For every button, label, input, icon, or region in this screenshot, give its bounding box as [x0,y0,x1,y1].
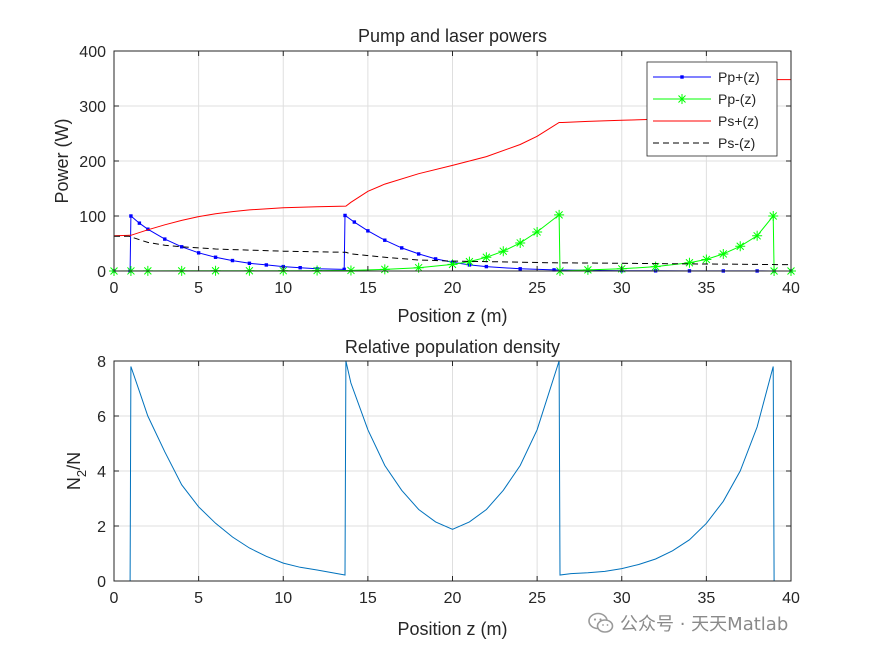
legend-marker-0 [680,75,684,79]
x-tick-label: 0 [110,590,119,607]
y-tick-label: 200 [79,154,106,171]
ylabel-tail: /N [64,452,84,470]
series-marker-0 [552,268,556,272]
x-tick-label: 20 [444,590,462,607]
series-marker-1 [735,241,746,252]
y-tick-label: 6 [97,409,106,426]
legend-box [646,61,778,157]
x-tick-label: 25 [528,590,546,607]
series-marker-0 [484,264,489,269]
series-marker-0 [146,227,150,231]
series-marker-1 [752,230,763,241]
x-tick-label: 35 [697,280,715,297]
y-tick-label: 300 [79,99,106,116]
y-tick-label: 2 [97,519,106,536]
x-tick-label: 40 [782,590,800,607]
y-tick-label: 400 [79,44,106,61]
series-marker-1 [768,211,779,221]
x-tick-label: 30 [613,280,631,297]
series-marker-0 [416,252,421,256]
series-marker-1 [447,259,458,270]
series-marker-0 [518,267,522,271]
y-tick-label: 0 [97,264,106,281]
wechat-icon [588,612,614,633]
series-marker-1 [718,248,729,259]
series-marker-0 [366,229,370,233]
ylabel-main: N [64,477,84,490]
series-marker-1 [345,265,356,276]
power-legend: Pp+(z) Pp-(z) Ps+(z) Ps-(z) [646,61,778,157]
series-marker-0 [230,258,235,263]
x-tick-label: 40 [782,280,800,297]
x-tick-label: 30 [613,590,631,607]
series-marker-0 [400,246,404,250]
series-marker-1 [515,237,526,248]
series-marker-0 [137,221,142,225]
series-marker-0 [298,266,302,270]
x-tick-label: 10 [274,590,292,607]
y-tick-label: 100 [79,209,106,226]
legend-label-3: Ps-(z) [718,135,755,151]
x-tick-label: 15 [359,280,377,297]
series-marker-1 [481,252,492,263]
series-marker-0 [342,267,346,272]
series-marker-0 [180,245,184,249]
series-marker-1 [650,261,661,272]
series-marker-1 [413,262,424,273]
power-y-axis-label: Power (W) [52,119,72,204]
series-marker-0 [352,220,357,224]
x-tick-label: 5 [194,590,203,607]
series-marker-0 [213,255,218,259]
legend-label-0: Pp+(z) [718,69,760,85]
series-marker-0 [264,263,269,267]
legend-label-1: Pp-(z) [718,91,756,107]
legend-marker-1 [677,94,687,104]
series-marker-0 [343,213,347,218]
power-chart-title: Pump and laser powers [358,26,547,46]
series-marker-1 [498,246,509,257]
series-marker-1 [554,209,565,220]
power-x-axis-label: Position z (m) [397,306,507,326]
x-tick-label: 15 [359,590,377,607]
series-marker-1 [464,256,475,267]
x-tick-label: 0 [110,280,119,297]
series-marker-1 [582,264,593,275]
population-series [114,360,791,582]
x-tick-label: 25 [528,280,546,297]
population-axes: 0 5 10 15 20 25 30 35 40 0 2 4 6 8 Relative populatio… [64,337,800,639]
series-marker-0 [163,237,167,241]
series-marker-1 [684,257,695,268]
population-chart-title: Relative population density [345,337,560,357]
y-tick-label: 4 [97,464,106,481]
series-marker-1 [701,254,712,265]
series-marker-0 [433,257,438,261]
ylabel-subscript: 2 [74,470,89,477]
series-marker-0 [247,261,252,265]
population-ticks: 0 5 10 15 20 25 30 35 40 0 2 4 6 8 [97,354,800,607]
y-tick-label: 8 [97,354,106,371]
series-marker-1 [379,264,390,275]
watermark: 公众号 · 天天Matlab [588,610,788,636]
series-marker-1 [532,226,543,237]
x-tick-label: 20 [444,280,462,297]
series-line-0 [114,360,791,582]
x-tick-label: 5 [194,280,203,297]
y-tick-label: 0 [97,574,106,591]
series-marker-0 [383,238,387,242]
x-tick-label: 35 [697,590,715,607]
watermark-text: 公众号 · 天天Matlab [620,614,789,635]
series-marker-0 [196,251,201,255]
population-x-axis-label: Position z (m) [397,619,507,639]
x-tick-label: 10 [274,280,292,297]
population-y-axis-label: N2/N [64,452,89,490]
legend-label-2: Ps+(z) [718,113,759,129]
series-line-3 [114,235,792,266]
series-marker-0 [129,214,133,218]
